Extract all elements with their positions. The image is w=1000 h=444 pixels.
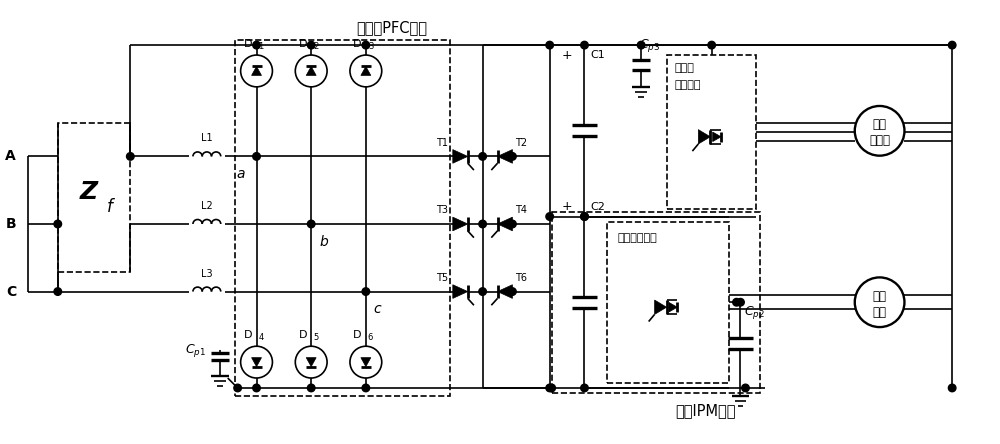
Text: B: B xyxy=(5,217,16,231)
Polygon shape xyxy=(453,217,468,231)
Polygon shape xyxy=(698,130,710,144)
Text: 1: 1 xyxy=(259,42,264,51)
Text: C1: C1 xyxy=(590,50,605,60)
Circle shape xyxy=(54,220,62,228)
Polygon shape xyxy=(361,358,371,367)
Text: 风朼IPM模块: 风朼IPM模块 xyxy=(675,403,736,418)
Text: 维也纳PFC模块: 维也纳PFC模块 xyxy=(357,20,428,35)
Text: A: A xyxy=(5,150,16,163)
Text: T2: T2 xyxy=(515,138,527,148)
Text: T3: T3 xyxy=(436,205,448,215)
Text: 变频: 变频 xyxy=(873,119,887,131)
Text: 4: 4 xyxy=(259,333,264,342)
Polygon shape xyxy=(252,67,262,75)
Polygon shape xyxy=(453,150,468,163)
Circle shape xyxy=(948,384,956,392)
Polygon shape xyxy=(655,300,667,314)
Circle shape xyxy=(742,384,749,392)
Circle shape xyxy=(54,288,62,295)
Text: T5: T5 xyxy=(436,273,448,283)
Text: 直流: 直流 xyxy=(873,290,887,303)
Text: 5: 5 xyxy=(313,333,318,342)
Text: 风朼: 风朼 xyxy=(873,305,887,319)
Text: 风朼驱动电路: 风朼驱动电路 xyxy=(617,234,657,243)
Circle shape xyxy=(581,213,588,220)
Text: D: D xyxy=(353,330,362,340)
Polygon shape xyxy=(453,285,468,298)
Circle shape xyxy=(546,41,553,49)
Text: c: c xyxy=(374,302,381,317)
Circle shape xyxy=(307,220,315,228)
Polygon shape xyxy=(498,150,512,163)
Circle shape xyxy=(948,41,956,49)
Circle shape xyxy=(253,384,260,392)
Text: 6: 6 xyxy=(368,333,373,342)
Circle shape xyxy=(362,41,370,49)
Text: T6: T6 xyxy=(515,273,527,283)
Circle shape xyxy=(708,41,715,49)
Circle shape xyxy=(637,41,645,49)
Polygon shape xyxy=(498,217,512,231)
Text: T1: T1 xyxy=(436,138,448,148)
Circle shape xyxy=(479,153,486,160)
Circle shape xyxy=(253,153,260,160)
Circle shape xyxy=(737,298,744,306)
Text: D: D xyxy=(299,39,307,49)
Text: 驱动电路: 驱动电路 xyxy=(675,80,701,90)
Circle shape xyxy=(362,288,370,295)
Circle shape xyxy=(546,384,553,392)
Circle shape xyxy=(307,41,315,49)
Circle shape xyxy=(307,384,315,392)
Text: 压缩朼: 压缩朼 xyxy=(675,63,695,73)
Text: Z: Z xyxy=(80,180,98,204)
Text: a: a xyxy=(236,167,245,181)
Polygon shape xyxy=(306,358,316,367)
Circle shape xyxy=(253,41,260,49)
Text: +: + xyxy=(561,200,572,213)
Text: D: D xyxy=(244,330,253,340)
Circle shape xyxy=(362,384,370,392)
Text: C: C xyxy=(6,285,16,298)
Circle shape xyxy=(581,41,588,49)
Circle shape xyxy=(733,298,740,306)
Text: D: D xyxy=(299,330,307,340)
Polygon shape xyxy=(306,67,316,75)
Text: D: D xyxy=(353,39,362,49)
Polygon shape xyxy=(361,67,371,75)
Circle shape xyxy=(509,153,516,160)
Circle shape xyxy=(127,153,134,160)
Circle shape xyxy=(548,384,555,392)
Text: 2: 2 xyxy=(313,42,318,51)
Text: f: f xyxy=(107,198,113,216)
Text: $C_{p3}$: $C_{p3}$ xyxy=(639,36,660,54)
Text: b: b xyxy=(319,235,328,249)
Circle shape xyxy=(581,213,588,220)
Circle shape xyxy=(581,384,588,392)
Circle shape xyxy=(546,213,553,220)
Text: T4: T4 xyxy=(515,205,527,215)
Circle shape xyxy=(479,220,486,228)
Text: 3: 3 xyxy=(368,42,373,51)
Circle shape xyxy=(509,220,516,228)
Polygon shape xyxy=(498,285,512,298)
Circle shape xyxy=(479,288,486,295)
Text: 压缩朼: 压缩朼 xyxy=(869,134,890,147)
Text: C2: C2 xyxy=(590,202,605,212)
Polygon shape xyxy=(713,132,721,142)
Text: +: + xyxy=(561,48,572,62)
Circle shape xyxy=(234,384,241,392)
Text: D: D xyxy=(244,39,253,49)
Text: $C_{p1}$: $C_{p1}$ xyxy=(185,342,206,359)
Polygon shape xyxy=(252,358,262,367)
Polygon shape xyxy=(669,302,677,312)
Circle shape xyxy=(509,288,516,295)
Text: $C_{p2}$: $C_{p2}$ xyxy=(744,304,765,321)
Text: L2: L2 xyxy=(201,201,213,211)
Text: L3: L3 xyxy=(201,269,213,279)
Text: L1: L1 xyxy=(201,134,213,143)
